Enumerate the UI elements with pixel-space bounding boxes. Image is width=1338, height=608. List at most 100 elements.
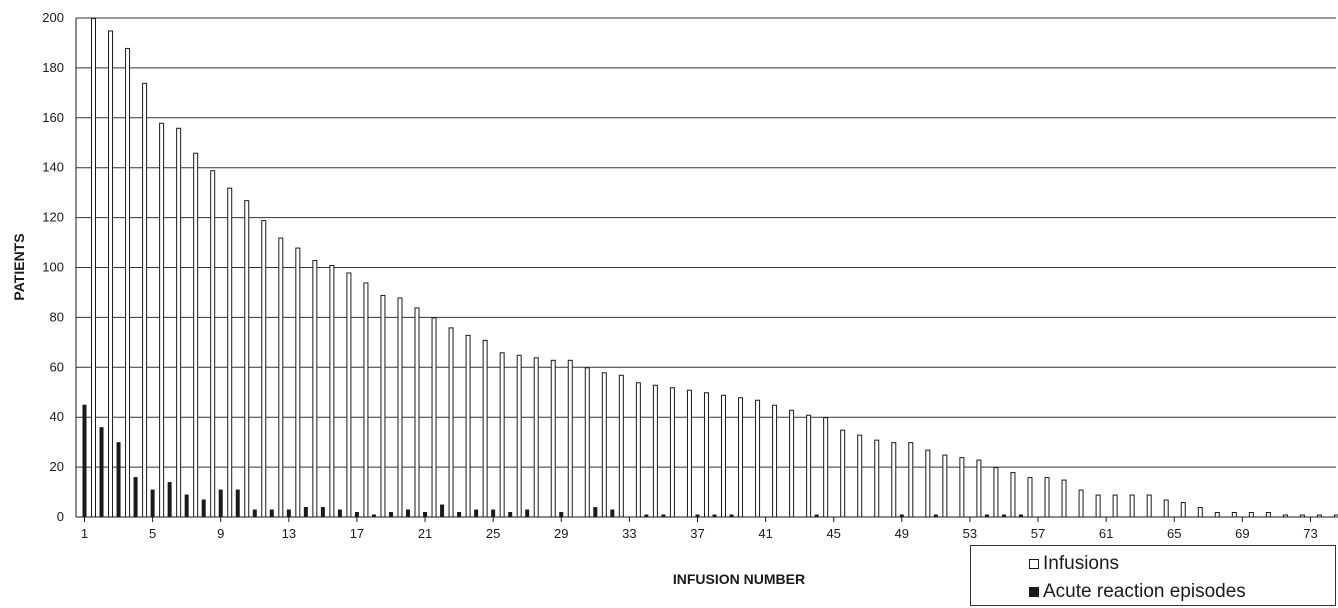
bar-infusions [346,272,352,518]
bar-acute-reaction [99,427,104,517]
bar-infusions [635,382,641,518]
bar-acute-reaction [559,512,564,517]
bar-infusions [91,18,96,518]
bar-acute-reaction [474,509,479,517]
bar-infusions [618,374,624,518]
bar-acute-reaction [661,514,666,517]
y-tick-label: 100 [42,260,64,275]
bar-acute-reaction [440,504,445,517]
bar-infusions [976,459,982,518]
axes [75,18,1336,522]
x-tick-label: 13 [282,526,296,541]
bar-infusions [380,294,386,518]
bar-infusions [1078,489,1084,518]
bar-acute-reaction [457,512,462,517]
bar-acute-reaction [610,509,615,517]
x-tick-label: 73 [1303,526,1317,541]
bar-acute-reaction [933,514,938,517]
y-tick-label: 160 [42,110,64,125]
bar-acute-reaction [354,512,359,517]
bar-acute-reaction [201,499,206,517]
bar-infusions [874,439,880,518]
bar-infusions [959,457,965,518]
bar-acute-reaction [712,514,717,517]
bar-infusions [1061,479,1067,518]
bar-infusions [329,265,335,518]
bar-infusions [601,372,607,518]
bar-infusions [1214,512,1220,518]
bar-infusions [533,357,539,518]
bar-infusions [806,414,812,518]
bar-infusions [1112,494,1118,518]
bar-infusions [686,389,692,518]
y-tick-label: 140 [42,160,64,175]
x-tick-label: 37 [690,526,704,541]
bar-acute-reaction [82,404,87,517]
y-tick-label: 80 [50,309,64,324]
x-tick-label: 45 [826,526,840,541]
x-tick-label: 17 [350,526,364,541]
bar-infusions [465,334,471,518]
gridlines [76,17,1336,468]
legend-swatch-solid [1029,587,1039,597]
bar-infusions [482,339,488,518]
bar-infusions [244,200,250,518]
legend: Infusions Acute reaction episodes [970,545,1336,606]
bar-acute-reaction [388,512,393,517]
bar-acute-reaction [303,507,308,517]
x-tick-label: 69 [1235,526,1249,541]
bar-acute-reaction [644,514,649,517]
bar-infusions [789,409,795,518]
x-tick-label: 53 [963,526,977,541]
x-tick-label: 57 [1031,526,1045,541]
bar-infusions [295,247,301,518]
bar-acute-reaction [508,512,513,517]
bar-infusions [1248,512,1254,518]
bar-acute-reaction [899,514,904,517]
bar-infusions [431,317,437,518]
y-tick-label: 200 [42,10,64,25]
bar-infusions [1197,507,1203,518]
bar-infusions [1265,512,1271,518]
bar-infusions [414,307,420,518]
bar-infusions [1146,494,1152,518]
bar-infusions [1163,499,1169,518]
bar-infusions [755,399,761,518]
y-tick-labels: 0 20 40 60 80 100 120 140 160 180 200 [42,10,64,524]
bar-infusions [669,387,675,518]
bar-infusions [312,260,318,518]
bar-acute-reaction [984,514,989,517]
y-tick-label: 40 [50,409,64,424]
bar-infusions [278,237,284,518]
bar-infusions [1010,472,1016,518]
bar-infusions [448,327,454,518]
bar-acute-reaction [491,509,496,517]
bar-infusions [108,30,114,518]
bar-infusions [1180,502,1186,518]
bar-infusions [840,429,846,518]
bar-infusions [1027,477,1033,518]
bar-acute-reaction [167,482,172,517]
bar-infusions [363,282,369,518]
bar-acute-reaction [235,489,240,517]
bar-acute-reaction [371,514,376,517]
legend-swatch-open [1029,559,1039,569]
x-tick-labels: 1 5 9 13 17 21 25 29 33 37 41 45 49 53 57 61 65 69 73 [81,526,1318,541]
x-tick-label: 25 [486,526,500,541]
bar-acute-reaction [269,509,274,517]
x-tick-label: 1 [81,526,88,541]
y-tick-label: 20 [50,459,64,474]
bar-infusions [1333,514,1338,518]
x-tick-label: 41 [758,526,772,541]
x-tick-label: 5 [149,526,156,541]
bar-infusions [584,367,590,518]
x-tick-label: 21 [418,526,432,541]
x-tick-label: 61 [1099,526,1113,541]
bar-infusions [159,122,165,518]
bar-infusions [499,352,505,518]
bar-acute-reaction [150,489,155,517]
bar-infusions [176,127,182,518]
legend-item-infusions: Infusions [1029,552,1119,576]
y-tick-label: 180 [42,60,64,75]
